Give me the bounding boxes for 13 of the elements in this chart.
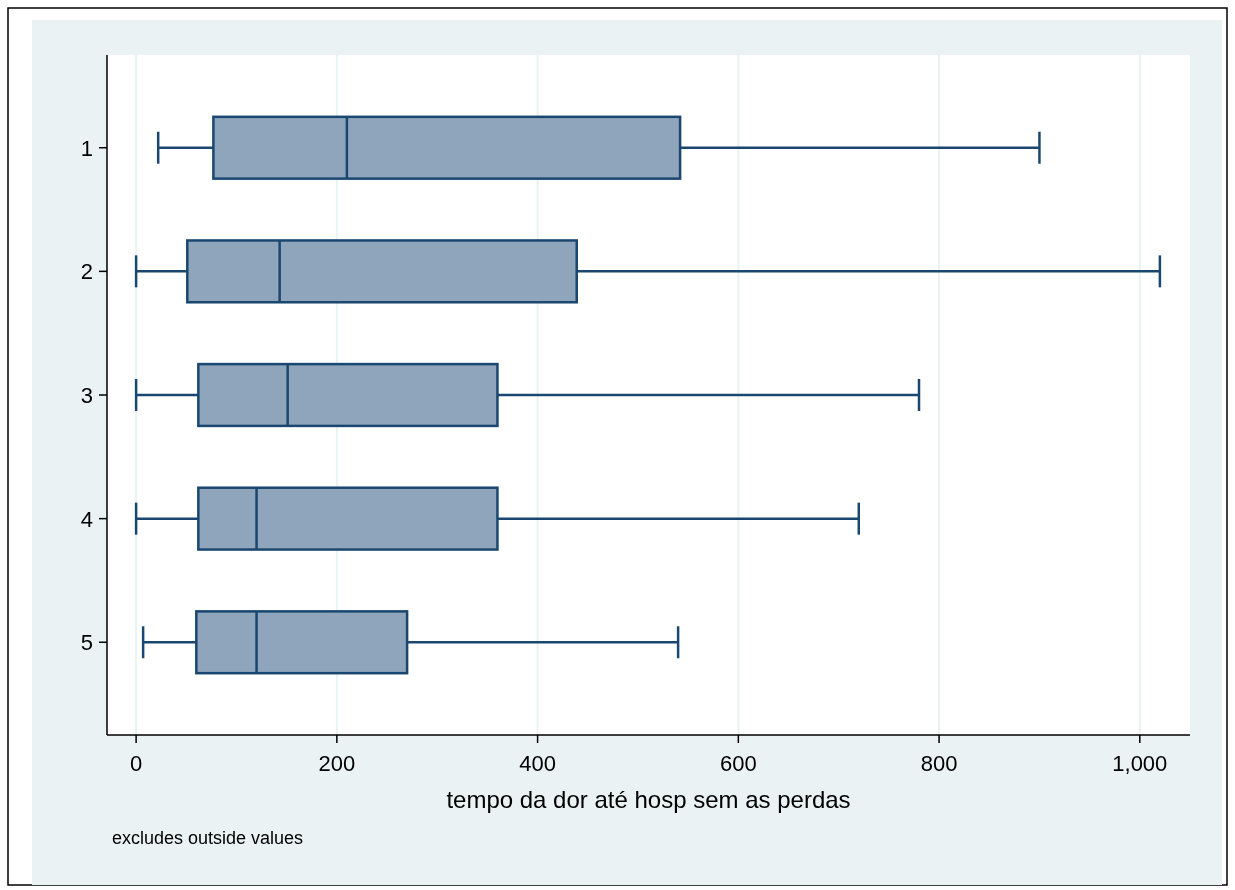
x-tick-label: 200	[318, 751, 356, 776]
x-axis-title: tempo da dor até hosp sem as perdas	[446, 786, 851, 813]
y-tick-label: 4	[80, 506, 93, 532]
y-tick-label: 1	[80, 135, 93, 161]
x-tick-label: 600	[719, 751, 757, 776]
y-tick-label: 5	[80, 630, 93, 656]
text: excludes outside values	[112, 828, 304, 848]
x-tick-label: 800	[920, 751, 958, 776]
x-tick-label: 0	[129, 751, 143, 776]
x-tick-label: 1,000	[1112, 751, 1168, 776]
y-tick-label: 3	[80, 383, 93, 408]
x-tick-label: 400	[519, 751, 556, 776]
y-tick-label: 2	[80, 259, 93, 285]
